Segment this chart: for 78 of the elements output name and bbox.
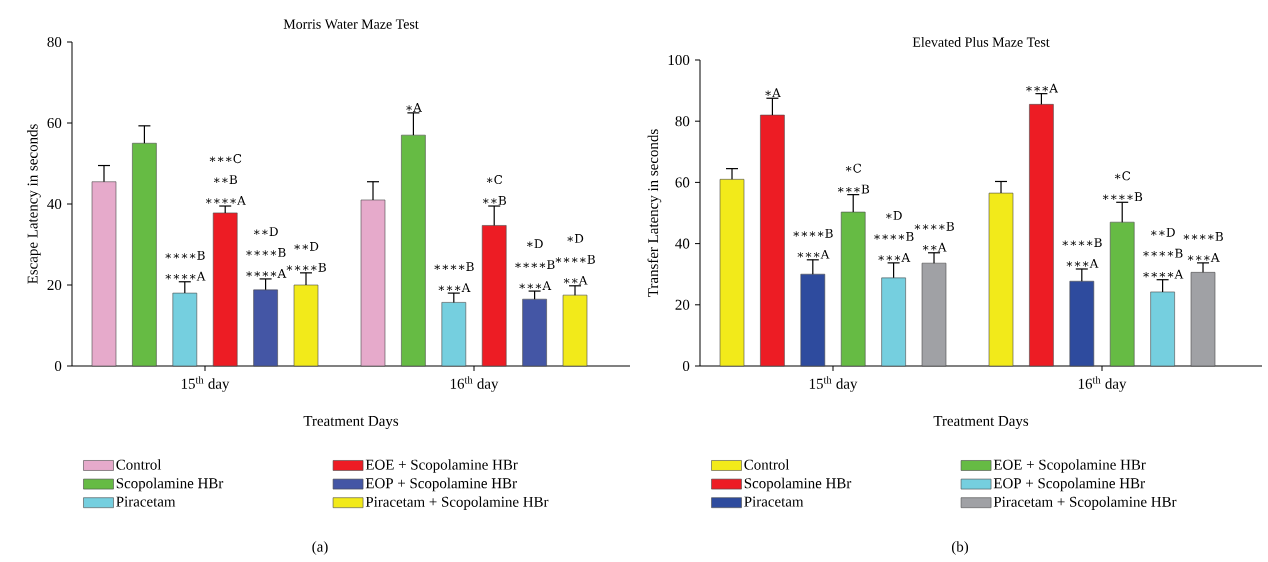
data-label: ∗∗D ∗∗∗∗B ∗∗∗∗A xyxy=(246,227,287,278)
bar xyxy=(921,262,947,367)
bar xyxy=(1029,104,1054,367)
bar xyxy=(481,225,507,367)
bar xyxy=(91,181,117,367)
y-tick-label: 60 xyxy=(675,177,690,188)
data-label: ∗C ∗∗∗B xyxy=(837,163,870,194)
bar xyxy=(840,211,866,367)
bar xyxy=(1190,272,1216,367)
bar xyxy=(562,294,588,367)
y-axis-title: Escape Latency in seconds xyxy=(27,124,41,284)
text: (b) xyxy=(951,541,969,555)
bar xyxy=(441,302,467,367)
data-label: ∗A xyxy=(765,88,781,98)
bar xyxy=(1150,291,1175,367)
x-tick-label: 15$^{th}$ day xyxy=(809,376,858,392)
legend-label: EOP + Scopolamine HBr xyxy=(993,477,1145,492)
bar xyxy=(1109,221,1135,367)
legend-label: Scopolamine HBr xyxy=(744,477,852,492)
y-tick-label: 40 xyxy=(47,198,62,210)
x-axis-title: Treatment Days xyxy=(933,416,1029,430)
bar xyxy=(253,289,278,367)
legend-label: EOP + Scopolamine HBr xyxy=(365,477,517,492)
data-label: ∗D ∗∗∗∗B ∗∗∗A xyxy=(874,211,914,262)
chart-title: Elevated Plus Maze Test xyxy=(912,37,1050,47)
data-label: ∗A xyxy=(406,102,422,112)
legend-label: EOE + Scopolamine HBr xyxy=(365,459,518,473)
data-label: ∗∗∗C ∗∗B ∗∗∗∗A xyxy=(205,154,246,205)
legend-label: Piracetam + Scopolamine HBr xyxy=(993,496,1177,510)
bar xyxy=(360,199,386,367)
bar xyxy=(401,134,426,367)
data-label: ∗∗∗∗B ∗∗∗∗A xyxy=(165,250,206,281)
data-label: ∗∗D ∗∗∗∗B xyxy=(286,242,326,272)
bar xyxy=(988,192,1014,367)
legend-label: Control xyxy=(744,459,790,470)
y-tick-label: 80 xyxy=(47,36,62,48)
data-label: ∗∗∗∗B ∗∗∗A xyxy=(793,228,833,259)
y-tick-label: 40 xyxy=(675,238,690,249)
y-tick-label: 0 xyxy=(682,360,690,372)
bar xyxy=(522,298,547,367)
legend-label: Control xyxy=(116,459,162,470)
data-label: ∗∗∗A xyxy=(1026,83,1059,93)
legend-label: Scopolamine HBr xyxy=(116,477,224,492)
bar xyxy=(719,179,745,367)
x-axis-title: Treatment Days xyxy=(303,416,399,430)
data-label: ∗C ∗∗∗∗B xyxy=(1102,171,1143,202)
bar xyxy=(212,212,238,367)
data-label: ∗∗D ∗∗∗∗B ∗∗∗∗A xyxy=(1143,227,1184,279)
y-tick-label: 60 xyxy=(47,117,62,129)
y-axis-title: Transfer Latency in seconds xyxy=(647,129,662,297)
legend-label: Piracetam + Scopolamine HBr xyxy=(365,496,549,510)
bar xyxy=(800,273,826,367)
x-tick-label: 16$^{th}$ day xyxy=(1078,376,1127,392)
text: (a) xyxy=(312,541,328,555)
bar xyxy=(881,277,906,367)
bar xyxy=(293,284,319,367)
data-label: ∗∗∗∗B ∗∗∗A xyxy=(1183,232,1223,262)
data-label: ∗D ∗∗∗∗B ∗∗A xyxy=(555,234,595,285)
y-tick-label: 0 xyxy=(54,360,62,372)
legend-label: Piracetam xyxy=(744,496,804,507)
bar xyxy=(172,292,198,367)
data-label: ∗∗∗∗B ∗∗A xyxy=(914,221,954,252)
y-tick-label: 20 xyxy=(675,299,690,310)
legend-label: Piracetam xyxy=(116,496,176,507)
y-tick-label: 100 xyxy=(668,54,690,66)
data-label: ∗C ∗∗B xyxy=(482,175,506,205)
data-label: ∗∗∗∗B ∗∗∗A xyxy=(1062,238,1102,268)
bar xyxy=(760,114,785,367)
x-tick-label: 15$^{th}$ day xyxy=(181,376,230,392)
y-tick-label: 80 xyxy=(675,116,690,127)
bar xyxy=(132,142,157,367)
legend-label: EOE + Scopolamine HBr xyxy=(993,459,1146,473)
data-label: ∗D ∗∗∗∗B ∗∗∗A xyxy=(515,239,555,290)
y-tick-label: 20 xyxy=(47,279,62,291)
bar xyxy=(1069,280,1095,367)
data-label: ∗∗∗∗B ∗∗∗A xyxy=(434,262,474,292)
x-tick-label: 16$^{th}$ day xyxy=(450,376,499,392)
chart-title: Morris Water Maze Test xyxy=(283,19,419,29)
